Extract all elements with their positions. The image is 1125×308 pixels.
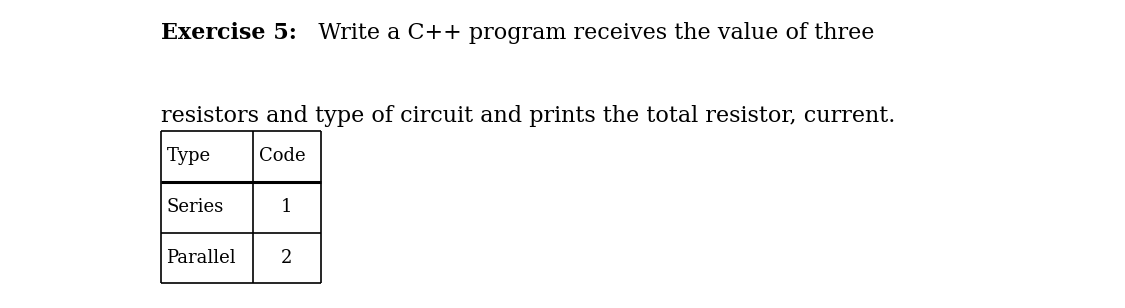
Text: Code: Code [259,147,305,165]
Text: resistors and type of circuit and prints the total resistor, current.: resistors and type of circuit and prints… [161,105,896,127]
Text: Exercise 5:: Exercise 5: [161,22,297,43]
Text: 1: 1 [281,198,292,216]
Text: Type: Type [166,147,210,165]
Text: Series: Series [166,198,224,216]
Text: Parallel: Parallel [166,249,236,267]
Text: 2: 2 [281,249,292,267]
Text: Write a C++ program receives the value of three: Write a C++ program receives the value o… [297,22,874,43]
